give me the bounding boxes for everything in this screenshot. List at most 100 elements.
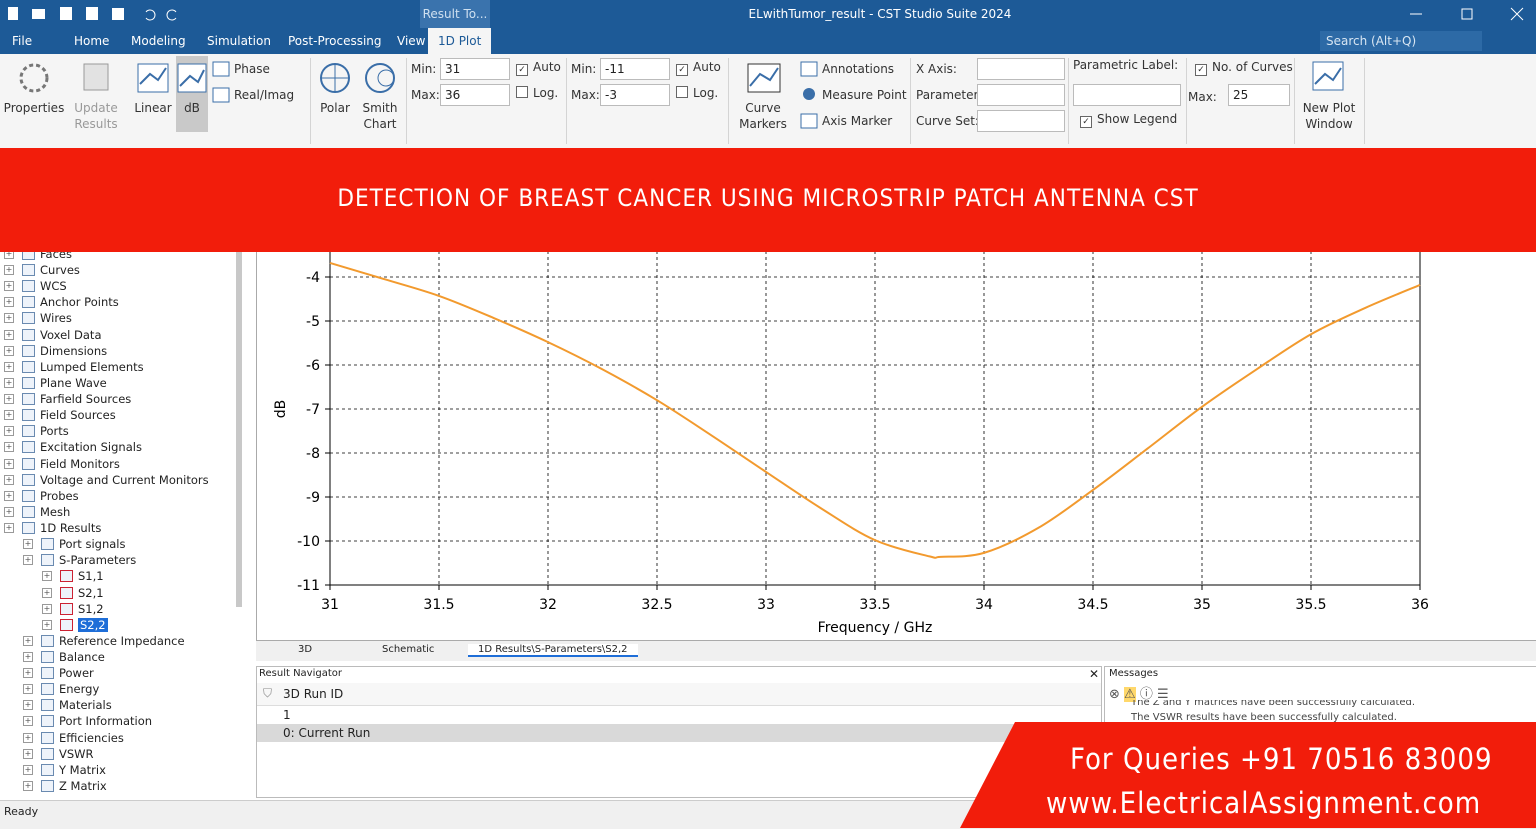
menu-tab[interactable]: View	[397, 34, 426, 48]
tree-expander[interactable]: +	[4, 410, 14, 421]
tree-expander[interactable]: +	[4, 345, 14, 356]
tree-item[interactable]: + Power	[0, 665, 236, 681]
tree-item[interactable]: + Energy	[0, 681, 236, 697]
tree-expander[interactable]: +	[4, 474, 14, 485]
axis-marker-button[interactable]: Axis Marker	[822, 114, 893, 128]
tree-item[interactable]: + Dimensions	[0, 343, 236, 359]
curve-set-dropdown[interactable]	[977, 110, 1065, 132]
view-tab[interactable]: 3D	[298, 644, 313, 655]
filter-icon[interactable]: ⛉	[263, 686, 273, 700]
tree-item[interactable]: +1D Results	[0, 520, 236, 536]
polar-button[interactable]: Polar	[320, 101, 350, 115]
tree-expander[interactable]: +	[4, 252, 14, 259]
menu-tab[interactable]: Modeling	[131, 34, 186, 48]
tree-item[interactable]: + Materials	[0, 697, 236, 713]
real-imag-button[interactable]: Real/Imag	[234, 88, 295, 102]
tree-expander[interactable]: +	[23, 700, 33, 711]
tree-item[interactable]: + Z Matrix	[0, 778, 236, 794]
tree-expander[interactable]: +	[23, 764, 33, 775]
tree-expander[interactable]: +	[23, 748, 33, 759]
menu-tab[interactable]: Simulation	[207, 34, 271, 48]
close-button[interactable]: ✕	[1089, 667, 1100, 681]
tree-expander[interactable]: +	[23, 716, 33, 727]
x-axis-dropdown[interactable]	[977, 58, 1065, 80]
smith-chart-button[interactable]: Smith Chart	[362, 101, 398, 131]
tree-item[interactable]: + Wires	[0, 310, 236, 326]
tree-item[interactable]: + Reference Impedance	[0, 633, 236, 649]
tree-item[interactable]: + S1,1	[0, 568, 236, 584]
tree-item[interactable]: + Probes	[0, 488, 236, 504]
view-tab[interactable]: Schematic	[382, 644, 435, 655]
message-filters[interactable]: ⊗ ⚠ ⓘ ☰	[1109, 687, 1169, 702]
tree-expander[interactable]: +	[23, 635, 33, 646]
tree-item[interactable]: + Port signals	[0, 536, 236, 552]
menu-tab[interactable]: 1D Plot	[428, 28, 492, 54]
tree-expander[interactable]: +	[4, 377, 14, 388]
tree-item[interactable]: + S-Parameters	[0, 552, 236, 568]
tree-item[interactable]: + S1,2	[0, 601, 236, 617]
tree-expander[interactable]: +	[4, 297, 14, 308]
search-box[interactable]: Search (Alt+Q)	[1320, 31, 1482, 51]
tree-expander[interactable]: +	[23, 555, 33, 566]
show-legend-checkbox[interactable]: ✓ Show Legend	[1080, 112, 1177, 128]
tree-item[interactable]: + Field Sources	[0, 407, 236, 423]
scrollbar[interactable]	[236, 252, 242, 607]
properties-button[interactable]: Properties	[3, 101, 65, 115]
tree-item[interactable]: + Efficiencies	[0, 730, 236, 746]
context-tab[interactable]: Result To...	[420, 0, 490, 28]
menu-tab[interactable]: Post-Processing	[288, 34, 382, 48]
tree-item[interactable]: + S2,1	[0, 585, 236, 601]
tree-item[interactable]: + Port Information	[0, 713, 236, 729]
tree-item[interactable]: + Farfield Sources	[0, 391, 236, 407]
parameter-dropdown[interactable]	[977, 84, 1065, 106]
no-of-curves-checkbox[interactable]: ✓ No. of Curves	[1195, 60, 1293, 76]
tree-expander[interactable]: +	[23, 652, 33, 662]
y-max-input[interactable]: -3	[600, 84, 670, 106]
x-max-input[interactable]: 36	[440, 84, 510, 106]
tree-expander[interactable]: +	[23, 732, 33, 743]
tree-expander[interactable]: +	[42, 587, 52, 598]
tree-expander[interactable]: +	[4, 490, 14, 501]
tree-expander[interactable]: +	[23, 668, 33, 679]
tree-expander[interactable]: +	[4, 329, 14, 340]
tree-item[interactable]: + Field Monitors	[0, 456, 236, 472]
measure-point-button[interactable]: Measure Point	[822, 88, 907, 102]
curve-markers-button[interactable]: Curve Markers	[739, 101, 787, 131]
tree-expander[interactable]: +	[42, 603, 52, 614]
tree-expander[interactable]: +	[23, 684, 33, 695]
tree-expander[interactable]: +	[4, 458, 14, 469]
menu-tab[interactable]: File	[12, 34, 33, 48]
tree-expander[interactable]: +	[4, 523, 14, 534]
tree-item[interactable]: + VSWR	[0, 746, 236, 762]
db-button[interactable]: dB	[184, 101, 200, 115]
linear-button[interactable]: Linear	[134, 101, 172, 115]
tree-expander[interactable]: +	[4, 313, 14, 324]
tree-expander[interactable]: +	[23, 539, 33, 550]
tree-item[interactable]: + Anchor Points	[0, 294, 236, 310]
tree-item[interactable]: + Ports	[0, 423, 236, 439]
tree-expander[interactable]: +	[42, 571, 52, 582]
tree-item[interactable]: + Voltage and Current Monitors	[0, 472, 236, 488]
tree-expander[interactable]: +	[4, 361, 14, 372]
window-controls[interactable]	[1400, 4, 1536, 24]
annotations-button[interactable]: Annotations	[822, 62, 895, 76]
y-log-checkbox[interactable]: Log.	[676, 86, 718, 100]
row-selected[interactable]: 0: Current Run	[257, 724, 1017, 742]
tree-item[interactable]: + Voxel Data	[0, 327, 236, 343]
tree-expander[interactable]: +	[4, 394, 14, 405]
tree-expander[interactable]: +	[42, 619, 52, 630]
x-auto-checkbox[interactable]: ✓ Auto	[516, 60, 561, 76]
row[interactable]: 1	[257, 706, 1101, 724]
tree-item[interactable]: + Curves	[0, 262, 236, 278]
tree-expander[interactable]: +	[4, 265, 14, 276]
tree-item[interactable]: + Faces	[0, 252, 236, 262]
new-plot-window-button[interactable]: New Plot Window	[1302, 101, 1356, 131]
tree-item[interactable]: + Balance	[0, 649, 236, 665]
y-min-input[interactable]: -11	[600, 58, 670, 80]
parametric-label-dropdown[interactable]	[1073, 84, 1181, 106]
x-log-checkbox[interactable]: Log.	[516, 86, 558, 100]
update-results-button[interactable]: Update Results	[74, 101, 118, 131]
max-curves-input[interactable]: 25	[1228, 84, 1290, 106]
tree-expander[interactable]: +	[4, 506, 14, 517]
phase-button[interactable]: Phase	[234, 62, 270, 76]
